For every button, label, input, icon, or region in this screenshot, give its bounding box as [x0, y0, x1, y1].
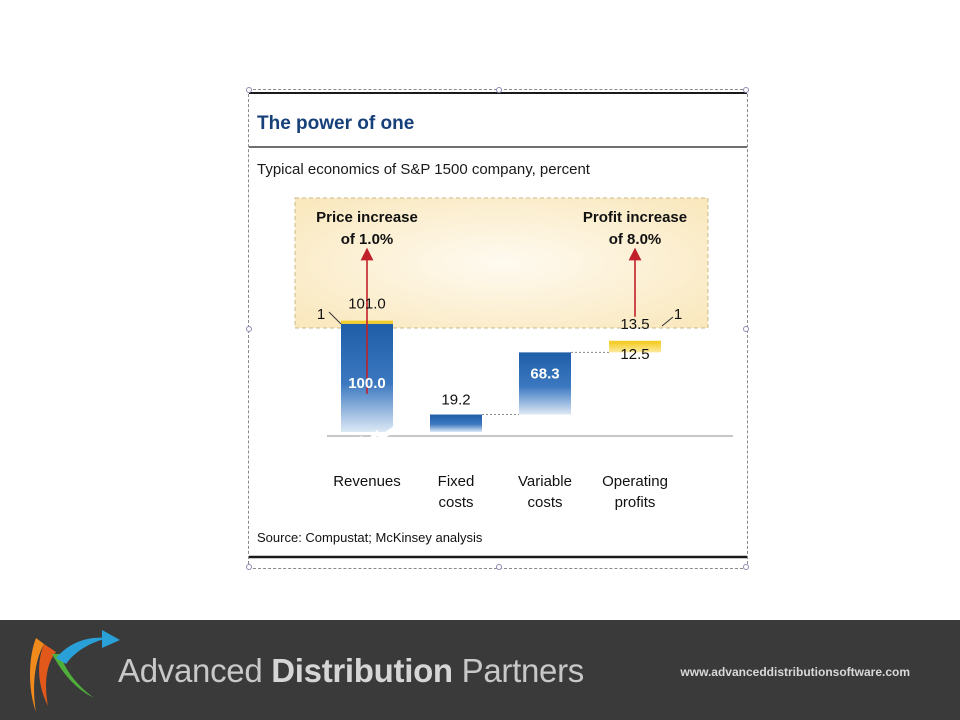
profit-new-total-label: 13.5	[620, 316, 649, 333]
selection-handle[interactable]	[496, 87, 502, 93]
x-tick-label-variable-costs-line2: costs	[527, 494, 562, 511]
profit-increase-label-line2: of 8.0%	[609, 231, 662, 248]
selection-handle[interactable]	[246, 326, 252, 332]
x-tick-label-fixed-costs: Fixed	[438, 473, 475, 490]
x-tick-label-revenues: Revenues	[333, 473, 401, 490]
selection-handle[interactable]	[496, 564, 502, 570]
chart: The power of one Typical economics of S&…	[249, 92, 747, 559]
company-name: Advanced Distribution Partners	[118, 646, 588, 696]
selection-handle[interactable]	[246, 564, 252, 570]
bar-value-label: 68.3	[530, 365, 559, 382]
axis-break-icon	[341, 421, 401, 454]
company-name-part: Advanced	[118, 652, 272, 689]
bar-value-label: 12.5	[620, 346, 649, 363]
revenue-increase-marker-leader	[328, 311, 342, 325]
selection-handle[interactable]	[246, 87, 252, 93]
company-name-bold: Distribution	[271, 652, 453, 689]
increase-callout-area	[294, 197, 709, 329]
x-tick-label-fixed-costs-line2: costs	[438, 494, 473, 511]
price-increase-label-line2: of 1.0%	[341, 231, 394, 248]
selection-handle[interactable]	[743, 326, 749, 332]
profit-increase-cap	[609, 340, 661, 344]
bar-operating-profits	[609, 343, 661, 353]
profit-increase-marker-leader	[661, 316, 674, 327]
company-name-part: Partners	[452, 652, 585, 689]
bar-value-label: 100.0	[348, 375, 386, 392]
x-tick-label-operating-profits-line2: profits	[615, 494, 656, 511]
company-logo-icon	[30, 630, 120, 712]
source-note: Source: Compustat; McKinsey analysis	[257, 530, 483, 545]
bar-fixed-costs	[430, 414, 482, 432]
selection-handle[interactable]	[743, 87, 749, 93]
profit-increase-marker: 1	[674, 306, 682, 323]
x-tick-label-variable-costs: Variable	[518, 473, 572, 490]
revenue-new-total-label: 101.0	[348, 296, 386, 313]
footer-banner	[0, 620, 960, 720]
chart-title: The power of one	[257, 113, 414, 134]
price-increase-label-line1: Price increase	[316, 209, 418, 226]
revenue-increase-marker: 1	[317, 306, 325, 323]
chart-frame: The power of one Typical economics of S&…	[246, 87, 749, 570]
website-url[interactable]: www.advanceddistributionsoftware.com	[680, 665, 910, 679]
bar-variable-costs	[519, 352, 571, 415]
chart-subtitle: Typical economics of S&P 1500 company, p…	[257, 161, 591, 178]
selection-handle[interactable]	[743, 564, 749, 570]
bar-value-label: 19.2	[441, 392, 470, 409]
profit-increase-label-line1: Profit increase	[583, 209, 687, 226]
x-tick-label-operating-profits: Operating	[602, 473, 668, 490]
